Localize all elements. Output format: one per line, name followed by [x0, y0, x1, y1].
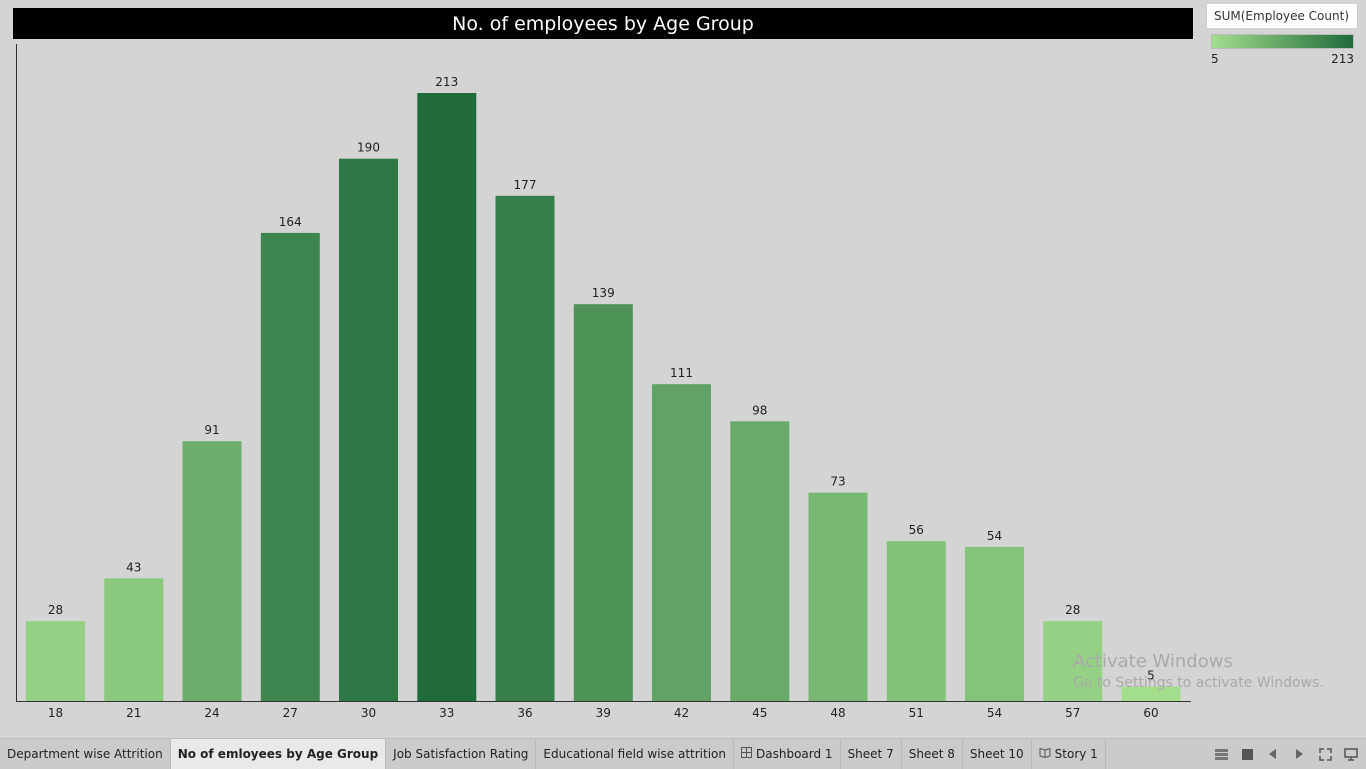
x-tick-label: 24 — [204, 706, 219, 720]
bar-value-label: 139 — [592, 286, 615, 300]
bar-value-label: 190 — [357, 141, 380, 155]
sheet-tab[interactable]: Sheet 8 — [902, 739, 963, 769]
x-tick-label: 36 — [517, 706, 532, 720]
x-tick-label: 60 — [1143, 706, 1158, 720]
bar-age-42[interactable] — [652, 384, 711, 701]
legend-max-label: 213 — [1331, 52, 1354, 66]
bar-value-label: 177 — [514, 178, 537, 192]
sheet-tab-label: Story 1 — [1054, 747, 1098, 761]
sheet-tab-label: Department wise Attrition — [7, 747, 163, 761]
sheet-tab-label: Sheet 10 — [969, 747, 1024, 761]
bar-age-27[interactable] — [260, 232, 320, 701]
bar-value-label: 73 — [830, 475, 845, 489]
bar-age-57[interactable] — [1043, 621, 1103, 701]
x-tick-label: 48 — [830, 706, 845, 720]
sheet-tab[interactable]: Dashboard 1 — [734, 739, 841, 769]
bar-age-21[interactable] — [104, 578, 164, 701]
bar-age-48[interactable] — [808, 492, 868, 701]
sheet-tab[interactable]: Story 1 — [1032, 739, 1106, 769]
tab-controls — [1214, 739, 1358, 769]
sheet-tab[interactable]: No of emloyees by Age Group — [170, 739, 387, 769]
x-tick-label: 33 — [439, 706, 454, 720]
x-tick-label: 54 — [987, 706, 1002, 720]
sheet-tab[interactable]: Sheet 10 — [963, 739, 1032, 769]
bar-value-label: 111 — [670, 366, 693, 380]
sheet-tab[interactable]: Educational field wise attrition — [536, 739, 734, 769]
sheet-tab[interactable]: Department wise Attrition — [0, 739, 171, 769]
x-tick-label: 57 — [1065, 706, 1080, 720]
sheet-tab-label: Sheet 7 — [847, 747, 894, 761]
sheet-tab[interactable]: Job Satisfaction Rating — [386, 739, 537, 769]
legend-color-ramp — [1211, 34, 1354, 49]
bar-value-label: 164 — [279, 215, 302, 229]
sheet-tab-label: No of emloyees by Age Group — [177, 747, 379, 761]
x-tick-label: 27 — [283, 706, 298, 720]
bar-age-39[interactable] — [573, 304, 633, 701]
x-tick-label: 45 — [752, 706, 767, 720]
sheet-tab-bar: Department wise Attrition No of emloyees … — [0, 738, 1366, 769]
x-tick-label: 51 — [909, 706, 924, 720]
bar-age-45[interactable] — [730, 421, 790, 701]
bar-age-60[interactable] — [1121, 686, 1181, 701]
bar-value-label: 5 — [1147, 669, 1155, 683]
bar-age-33[interactable] — [417, 93, 477, 701]
presentation-icon[interactable] — [1344, 747, 1358, 761]
x-tick-label: 42 — [674, 706, 689, 720]
bar-age-30[interactable] — [339, 158, 398, 701]
bar-age-51[interactable] — [886, 541, 946, 701]
scroll-left-icon[interactable] — [1266, 747, 1280, 761]
sheet-tab-label: Job Satisfaction Rating — [393, 747, 529, 761]
sheet-tab-label: Educational field wise attrition — [543, 747, 726, 761]
bar-chart: 28 18 43 21 91 24 164 27 190 30 213 33 177 36 139 39 111… — [16, 44, 1191, 720]
story-icon — [1039, 747, 1051, 761]
bar-value-label: 56 — [909, 523, 924, 537]
sheet-tab-label: Dashboard 1 — [756, 747, 833, 761]
bar-value-label: 28 — [48, 603, 63, 617]
bar-age-54[interactable] — [965, 546, 1024, 701]
scroll-right-icon[interactable] — [1292, 747, 1306, 761]
color-legend: SUM(Employee Count) 5 213 — [1206, 3, 1358, 73]
x-tick-label: 21 — [126, 706, 141, 720]
x-tick-label: 18 — [48, 706, 63, 720]
bar-value-label: 54 — [987, 529, 1002, 543]
sheet-tabs: Department wise Attrition No of emloyees … — [0, 739, 1106, 769]
bar-value-label: 213 — [435, 75, 458, 89]
bar-value-label: 98 — [752, 403, 767, 417]
bar-value-label: 43 — [126, 560, 141, 574]
fullscreen-icon[interactable] — [1318, 747, 1332, 761]
bars: 28 18 43 21 91 24 164 27 190 30 213 33 177 36 139 39 111… — [26, 75, 1181, 720]
show-filmstrip-icon[interactable] — [1214, 747, 1228, 761]
show-tabs-icon[interactable] — [1240, 747, 1254, 761]
bar-value-label: 91 — [204, 423, 219, 437]
sheet-tab-label: Sheet 8 — [908, 747, 955, 761]
bar-age-18[interactable] — [26, 621, 85, 701]
dashboard-icon — [741, 747, 752, 761]
legend-title[interactable]: SUM(Employee Count) — [1206, 3, 1358, 29]
chart-title: No. of employees by Age Group — [13, 8, 1193, 39]
bar-age-36[interactable] — [495, 195, 555, 702]
x-tick-label: 30 — [361, 706, 376, 720]
legend-min-label: 5 — [1211, 52, 1219, 66]
bar-value-label: 28 — [1065, 603, 1080, 617]
x-tick-label: 39 — [596, 706, 611, 720]
sheet-tab[interactable]: Sheet 7 — [841, 739, 902, 769]
bar-age-24[interactable] — [182, 441, 242, 701]
